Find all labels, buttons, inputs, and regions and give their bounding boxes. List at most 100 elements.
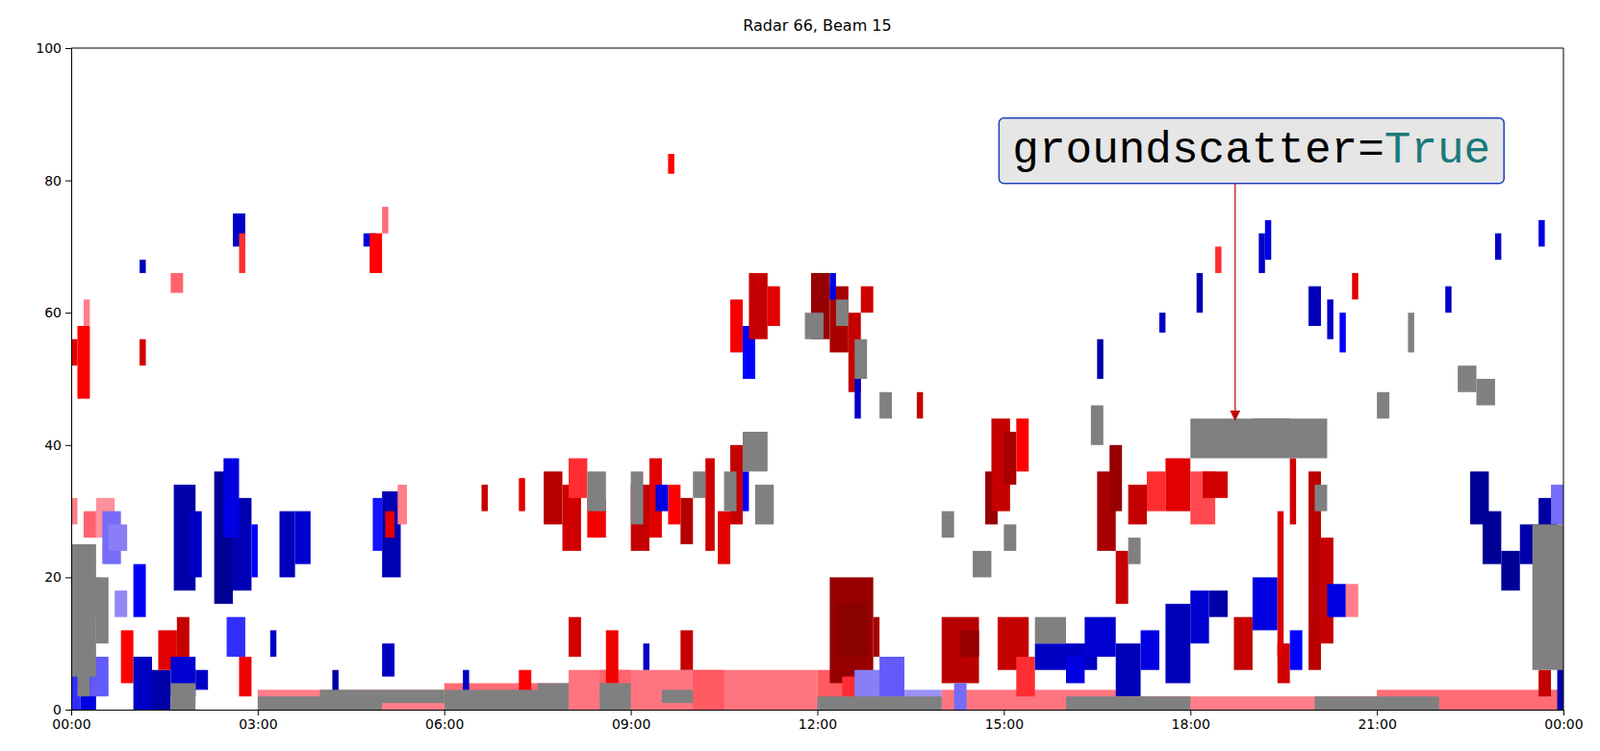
y-tick: 60 xyxy=(44,304,72,321)
x-tick-label: 00:00 xyxy=(1544,716,1583,733)
y-tick-label: 100 xyxy=(35,40,62,56)
groundscatter-cell xyxy=(631,471,644,525)
velocity-cell xyxy=(748,273,767,340)
velocity-cell xyxy=(692,670,724,711)
y-tick-mark xyxy=(65,445,72,447)
y-tick-mark xyxy=(65,577,72,579)
velocity-cell xyxy=(133,657,153,711)
velocity-cell xyxy=(83,511,97,539)
groundscatter-cell xyxy=(1315,696,1440,711)
velocity-cell xyxy=(1209,590,1228,618)
velocity-cell xyxy=(829,273,836,301)
groundscatter-cell xyxy=(599,683,631,711)
velocity-cell xyxy=(223,458,239,539)
annotation-arrow xyxy=(1234,183,1236,421)
velocity-cell xyxy=(1109,445,1122,512)
x-tick: 12:00 xyxy=(798,710,838,733)
velocity-cell xyxy=(1116,643,1142,697)
velocity-cell xyxy=(1215,246,1221,274)
velocity-cell xyxy=(189,511,203,579)
y-tick: 80 xyxy=(44,173,72,189)
x-tick-mark xyxy=(444,710,446,716)
velocity-cell xyxy=(1252,577,1278,631)
velocity-cell xyxy=(1290,458,1296,526)
velocity-cell xyxy=(1538,670,1551,698)
velocity-cell xyxy=(139,339,146,367)
velocity-cell xyxy=(238,657,252,697)
x-tick-label: 12:00 xyxy=(798,716,838,733)
plot-area xyxy=(71,153,1564,711)
x-tick-label: 03:00 xyxy=(238,716,278,733)
x-tick-mark xyxy=(1190,710,1192,716)
groundscatter-cell xyxy=(661,689,693,704)
groundscatter-cell xyxy=(755,484,774,525)
velocity-cell xyxy=(916,392,923,420)
groundscatter-cell xyxy=(1190,418,1327,458)
velocity-cell xyxy=(854,379,861,419)
velocity-cell xyxy=(1015,657,1035,697)
y-tick-label: 60 xyxy=(44,304,62,321)
x-tick-mark xyxy=(1003,710,1005,716)
groundscatter-cell xyxy=(1476,379,1496,407)
velocity-cell xyxy=(680,498,693,545)
groundscatter-cell xyxy=(941,511,955,539)
velocity-cell xyxy=(960,630,979,658)
frame-top xyxy=(71,48,1564,50)
y-tick-label: 0 xyxy=(52,702,62,718)
velocity-cell xyxy=(568,458,587,499)
groundscatter-cell xyxy=(1066,696,1191,711)
x-tick-label: 06:00 xyxy=(425,716,464,733)
velocity-cell xyxy=(667,484,681,525)
groundscatter-cell xyxy=(1209,425,1241,446)
groundscatter-cell xyxy=(1407,312,1414,353)
velocity-cell xyxy=(873,617,880,658)
x-tick: 03:00 xyxy=(238,710,278,733)
velocity-cell xyxy=(195,670,208,691)
velocity-cell xyxy=(1233,617,1252,671)
y-tick-mark xyxy=(65,710,72,712)
groundscatter-cell xyxy=(71,544,97,678)
velocity-cell xyxy=(730,299,743,353)
velocity-cell xyxy=(121,630,134,684)
y-tick: 0 xyxy=(52,702,72,718)
velocity-cell xyxy=(133,564,147,618)
x-tick-mark xyxy=(817,710,819,716)
annotation-box xyxy=(998,118,1504,184)
velocity-cell xyxy=(384,511,395,539)
velocity-cell xyxy=(643,643,650,671)
velocity-cell xyxy=(177,617,190,658)
y-tick-label: 40 xyxy=(44,437,62,454)
velocity-cell xyxy=(270,630,277,658)
title: Radar 66, Beam 15 xyxy=(742,16,891,35)
x-tick: 09:00 xyxy=(611,710,651,733)
groundscatter-cell xyxy=(76,657,90,697)
velocity-cell xyxy=(1482,511,1501,565)
groundscatter-cell xyxy=(724,471,737,511)
x-tick: 21:00 xyxy=(1357,710,1397,733)
velocity-cell xyxy=(1538,220,1545,248)
x-tick-label: 21:00 xyxy=(1357,716,1397,733)
groundscatter-cell xyxy=(1128,537,1142,565)
groundscatter-cell xyxy=(1035,617,1067,645)
velocity-cell xyxy=(1308,286,1321,327)
groundscatter-cell xyxy=(817,696,942,711)
velocity-cell xyxy=(1015,418,1029,472)
velocity-cell xyxy=(543,471,562,525)
groundscatter-cell xyxy=(320,689,445,704)
x-tick-mark xyxy=(257,710,259,716)
groundscatter-cell xyxy=(1252,418,1291,432)
velocity-cell xyxy=(1128,484,1147,525)
velocity-cell xyxy=(1290,630,1303,670)
velocity-cell xyxy=(108,524,127,552)
groundscatter-cell xyxy=(742,431,768,472)
velocity-cell xyxy=(279,511,295,579)
velocity-cell xyxy=(680,630,693,670)
velocity-cell xyxy=(372,498,382,552)
x-axis: 00:0003:0006:0009:0012:0015:0018:0021:00… xyxy=(51,710,1583,733)
groundscatter-cell xyxy=(96,577,109,644)
velocity-cell xyxy=(1096,339,1103,380)
velocity-cell xyxy=(152,670,171,711)
velocity-cell xyxy=(667,153,674,175)
frame-right xyxy=(1563,48,1565,711)
velocity-cell xyxy=(139,259,146,274)
